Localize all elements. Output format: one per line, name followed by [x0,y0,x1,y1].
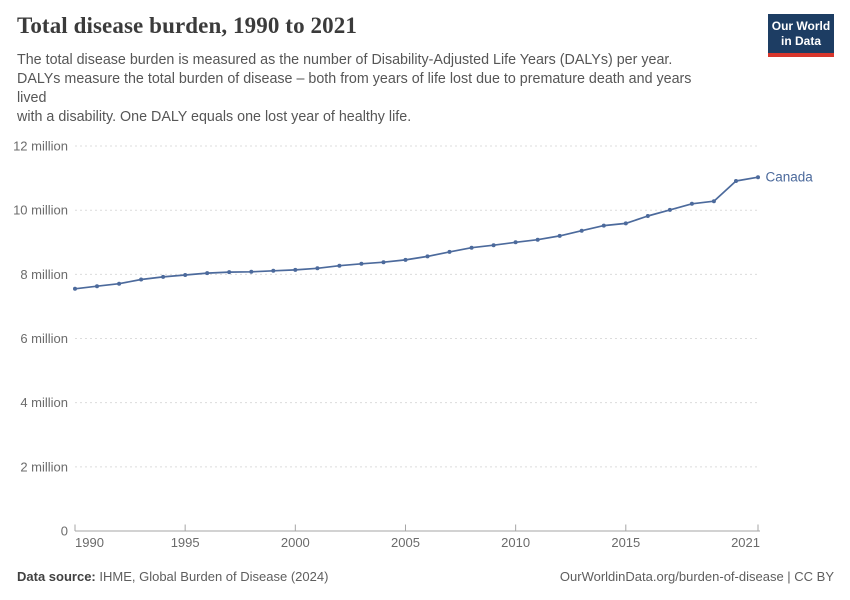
y-axis-label: 4 million [20,395,68,410]
y-axis-label: 0 [61,524,68,539]
data-point[interactable] [183,273,188,277]
data-point[interactable] [73,286,77,291]
data-point[interactable] [381,260,386,265]
chart-subtitle: The total disease burden is measured as … [17,52,692,125]
chart-footer: Data source: IHME, Global Burden of Dise… [17,569,834,584]
data-point[interactable] [601,223,606,228]
data-point[interactable] [513,240,518,245]
x-tick-label: 2021 [731,535,760,550]
chart-title: Total disease burden, 1990 to 2021 [17,13,357,38]
data-line[interactable] [74,176,759,290]
x-tick-label: 2010 [501,535,530,550]
data-point[interactable] [734,179,738,183]
x-tick-label: 2005 [391,535,420,550]
data-source-label: Data source: [17,569,96,584]
y-axis-label: 12 million [13,139,68,154]
data-point[interactable] [403,257,408,262]
data-point[interactable] [469,245,474,250]
data-point[interactable] [579,228,584,233]
owid-logo[interactable]: Our World in Data [768,14,834,57]
data-point[interactable] [535,237,540,242]
y-axis-label: 10 million [13,203,68,218]
series-end-label[interactable]: Canada [766,169,814,184]
credit-link[interactable]: OurWorldinData.org/burden-of-disease | C… [559,569,834,584]
y-axis-label: 2 million [20,459,68,474]
data-source: Data source: IHME, Global Burden of Dise… [17,569,328,584]
data-point[interactable] [623,221,628,226]
data-source-value: IHME, Global Burden of Disease (2024) [95,569,329,584]
x-tick-label: 1995 [171,535,200,550]
x-tick-label: 2015 [611,535,640,550]
data-point[interactable] [117,281,122,286]
data-point[interactable] [645,214,650,218]
data-point[interactable] [205,271,210,276]
data-point[interactable] [95,284,99,289]
data-point[interactable] [667,207,672,212]
data-point[interactable] [689,201,694,206]
data-point[interactable] [711,199,716,204]
y-axis-label: 6 million [20,331,68,346]
owid-logo-line2: in Data [780,34,821,48]
data-point[interactable] [557,233,562,238]
data-point[interactable] [491,243,496,248]
data-point[interactable] [337,263,342,268]
data-point[interactable] [139,277,144,282]
data-point[interactable] [359,261,364,266]
owid-logo-line1: Our World [771,19,831,33]
data-point[interactable] [447,249,452,254]
y-axis-label: 8 million [20,267,68,282]
data-point[interactable] [227,270,232,275]
x-tick-label: 2000 [281,535,310,550]
data-point[interactable] [756,175,760,180]
x-tick-label: 1990 [75,535,104,550]
data-point[interactable] [315,266,320,271]
data-point[interactable] [161,274,166,279]
data-point[interactable] [249,269,254,274]
data-point[interactable] [271,268,276,273]
data-point[interactable] [425,254,430,259]
data-point[interactable] [293,267,298,272]
